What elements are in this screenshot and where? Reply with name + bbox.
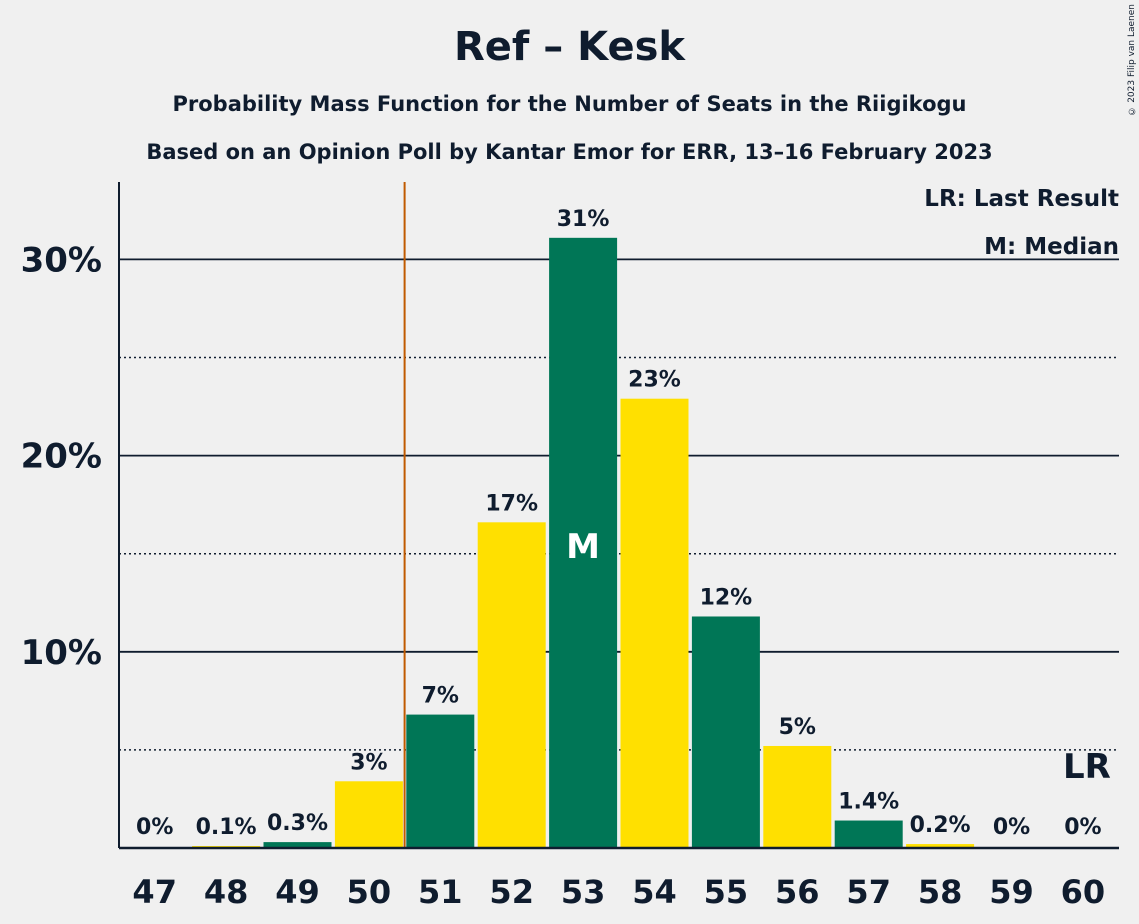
bar-value-label: 0.1% <box>196 815 257 840</box>
legend-last-result: LR: Last Result <box>924 186 1119 212</box>
chart-subtitle-2: Based on an Opinion Poll by Kantar Emor … <box>146 140 993 164</box>
x-tick-label: 47 <box>132 873 177 911</box>
x-tick-label: 52 <box>489 873 534 911</box>
x-tick-label: 58 <box>918 873 963 911</box>
bar-seat-53 <box>549 237 618 848</box>
legend-median: M: Median <box>984 234 1119 260</box>
x-tick-label: 49 <box>275 873 320 911</box>
bar-seat-49 <box>263 842 332 848</box>
chart-title: Ref – Kesk <box>453 24 685 70</box>
bar-value-label: 0% <box>993 815 1030 840</box>
bar-value-label: 0% <box>136 815 173 840</box>
bar-seat-54 <box>620 398 689 848</box>
bar-value-label: 5% <box>779 715 816 740</box>
bar-seat-55 <box>691 616 760 848</box>
bar-value-label: 0.2% <box>910 813 971 838</box>
x-tick-label: 57 <box>846 873 891 911</box>
bar-seat-56 <box>763 745 832 848</box>
bar-seat-52 <box>477 522 546 848</box>
x-tick-label: 48 <box>204 873 249 911</box>
bar-value-label: 3% <box>350 750 387 775</box>
bar-seat-58 <box>906 844 975 848</box>
bar-value-label: 12% <box>700 585 753 610</box>
bar-value-label: 0% <box>1064 815 1101 840</box>
bar-value-label: 1.4% <box>838 790 899 815</box>
x-tick-label: 51 <box>418 873 463 911</box>
y-tick-label: 10% <box>21 633 102 673</box>
bar-value-label: 23% <box>628 368 681 393</box>
bar-value-label: 17% <box>485 491 538 516</box>
y-tick-label: 20% <box>21 437 102 477</box>
x-tick-label: 60 <box>1061 873 1106 911</box>
y-tick-label: 30% <box>21 240 102 280</box>
bar-seat-50 <box>334 781 403 848</box>
bar-value-label: 7% <box>422 684 459 709</box>
x-tick-label: 56 <box>775 873 820 911</box>
last-result-marker: LR <box>1063 747 1111 787</box>
x-tick-label: 53 <box>561 873 606 911</box>
x-tick-label: 55 <box>704 873 749 911</box>
bar-value-label: 31% <box>557 207 610 232</box>
x-tick-label: 59 <box>989 873 1034 911</box>
bar-value-label: 0.3% <box>267 811 328 836</box>
x-tick-label: 50 <box>347 873 392 911</box>
chart-subtitle: Probability Mass Function for the Number… <box>172 92 967 116</box>
x-tick-label: 54 <box>632 873 677 911</box>
median-marker: M <box>566 527 600 567</box>
bar-seat-57 <box>834 820 903 848</box>
bar-seat-51 <box>406 714 475 848</box>
